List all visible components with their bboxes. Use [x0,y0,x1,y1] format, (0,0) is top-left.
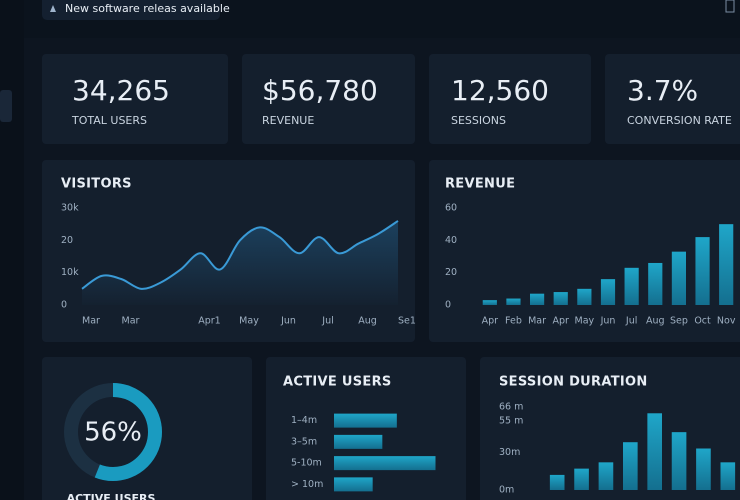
y-tick-label: 55 m [499,415,523,426]
y-tick-label: 5-10m [291,458,322,469]
chart-title: ACTIVE USERS [283,375,392,390]
bar [623,442,638,490]
bar [506,298,521,305]
chart-title: REVENUE [445,177,515,192]
y-tick-label: 30m [499,447,520,458]
x-tick-label: May [575,316,595,327]
x-tick-label: Jul [625,316,637,327]
x-tick-label: Mar [122,316,140,327]
donut-arc [64,383,162,481]
bar [695,237,710,305]
x-tick-label: Aug [358,316,377,327]
y-tick-label: 20 [61,235,73,246]
sidebar [0,0,24,500]
top-icon[interactable] [725,0,735,13]
bar [553,292,568,305]
x-tick-label: Se1 [398,316,416,327]
bar [671,251,686,305]
bar [598,462,614,490]
x-tick-label: Jul [321,316,333,327]
bar [334,434,383,449]
notification[interactable] [42,0,220,20]
bar [334,456,436,471]
x-tick-label: May [239,316,259,327]
bar [648,262,663,305]
x-tick-label: Feb [505,316,522,327]
y-tick-label: 60 [445,203,457,214]
chart-title: SESSION DURATION [499,375,648,390]
chart-title: VISITORS [61,177,132,192]
kpi-label: CONVERSION RATE [627,114,732,127]
y-tick-label: 30k [61,203,79,214]
x-tick-label: Apr1 [198,316,220,327]
bar [719,224,734,305]
bar [482,300,497,305]
bar [600,279,616,305]
bar [624,267,639,305]
x-tick-label: Oct [694,316,711,327]
kpi-value: 34,265 [72,74,170,107]
x-tick-label: Nov [717,316,736,327]
kpi-card [42,54,228,144]
y-tick-label: 20 [445,267,457,278]
y-tick-label: 66 m [499,402,523,413]
line [81,220,399,290]
bar [530,293,545,305]
kpi-label: REVENUE [262,114,314,127]
x-tick-label: Aug [646,316,665,327]
bar [696,448,711,490]
kpi-label: TOTAL USERS [71,114,147,127]
x-tick-label: Mar [528,316,546,327]
x-tick-label: Sep [670,316,688,327]
line-area [82,220,398,305]
donut-value: 56% [84,418,142,448]
sidebar-item[interactable] [0,90,12,122]
kpi-card [242,54,415,144]
y-tick-label: 0m [499,485,514,496]
y-tick-label: 40 [445,235,457,246]
y-tick-label: 10k [61,267,79,278]
bar [334,413,397,428]
bar [334,477,373,492]
bar [720,462,736,490]
x-tick-label: Apr [482,316,499,327]
x-tick-label: Apr [553,316,570,327]
kpi-card [605,54,740,144]
notification-text: New software releas available [65,2,230,15]
kpi-label: SESSIONS [451,114,506,127]
x-tick-label: Mar [82,316,100,327]
x-tick-label: Jun [600,316,616,327]
kpi-value: $56,780 [262,74,378,107]
y-tick-label: 0 [61,300,67,311]
x-tick-label: Jun [280,316,296,327]
bar [671,432,687,490]
bar [574,468,589,490]
y-tick-label: 3–5m [291,436,317,447]
kpi-value: 3.7% [627,74,698,107]
bar [647,413,662,490]
bar [549,474,565,490]
kpi-value: 12,560 [451,74,549,107]
kpi-card [429,54,591,144]
y-tick-label: 1–4m [291,415,317,426]
y-tick-label: 0 [445,300,451,311]
donut-label: ACTIVE USERS [67,492,156,500]
bar [577,288,592,305]
y-tick-label: > 10m [291,479,323,490]
bell-icon [50,5,56,12]
